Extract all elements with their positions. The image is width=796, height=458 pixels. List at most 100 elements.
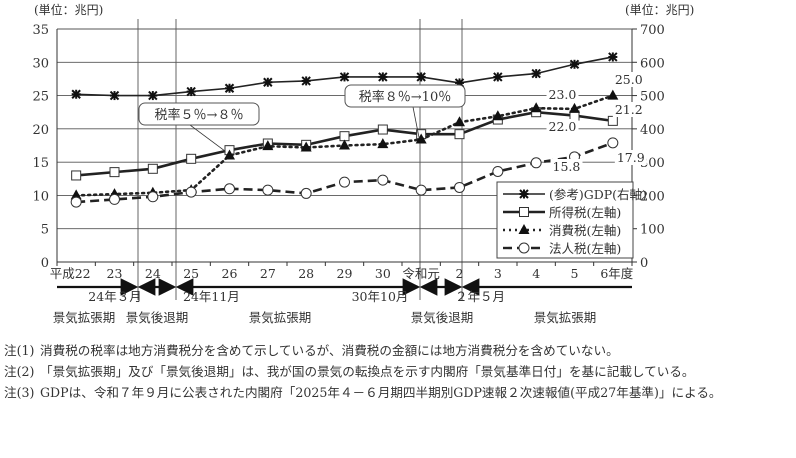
data-value-label: 21.2 xyxy=(615,102,643,117)
note-3: 注(3) GDPは、令和７年９月に公表された内閣府「2025年４－６月期四半期別G… xyxy=(4,382,794,403)
x-tick-label: 29 xyxy=(337,266,353,281)
triangle-marker-icon xyxy=(415,133,427,144)
asterisk-marker-icon xyxy=(493,72,503,82)
x-tick-label: 27 xyxy=(260,266,276,281)
phase-label: 景気後退期 xyxy=(126,310,189,325)
right-tick-label: 100 xyxy=(640,223,665,238)
circle-marker-icon xyxy=(415,184,427,196)
circle-marker-icon xyxy=(377,174,389,186)
asterisk-marker-icon xyxy=(378,72,388,82)
right-tick-label: 0 xyxy=(640,256,648,271)
triangle-marker-icon xyxy=(70,189,82,200)
left-tick-label: 10 xyxy=(32,189,49,204)
asterisk-marker-icon xyxy=(263,77,273,87)
footnotes: 注(1) 消費税の税率は地方消費税分を含めて示しているが、消費税の金額には地方消費… xyxy=(4,340,794,403)
square-marker-icon xyxy=(607,115,618,126)
triangle-marker-icon xyxy=(224,149,235,160)
x-tick-label: 平成22 xyxy=(50,266,91,281)
circle-marker-icon xyxy=(262,184,274,196)
left-tick-label: 5 xyxy=(41,223,49,238)
triangle-marker-icon xyxy=(339,139,350,150)
x-tick-label: 23 xyxy=(107,266,123,281)
circle-marker-icon xyxy=(147,191,159,203)
phase-label: 景気後退期 xyxy=(411,310,474,325)
phase-label: 景気拡張期 xyxy=(249,310,312,325)
asterisk-marker-icon xyxy=(531,68,541,79)
note-tag: 注(2) xyxy=(4,364,35,379)
data-value-label: 23.0 xyxy=(549,87,577,102)
right-tick-label: 600 xyxy=(640,56,665,71)
x-tick-label: 5 xyxy=(571,266,579,281)
triangle-marker-icon xyxy=(262,140,274,151)
square-marker-icon xyxy=(454,129,465,140)
x-tick-label: 24 xyxy=(145,266,161,281)
asterisk-marker-icon xyxy=(608,52,618,62)
right-tick-label: 500 xyxy=(640,90,665,105)
left-tick-label: 0 xyxy=(41,256,49,271)
asterisk-marker-icon xyxy=(109,90,120,101)
triangle-marker-icon xyxy=(569,102,580,113)
asterisk-marker-icon xyxy=(148,90,158,101)
triangle-marker-icon xyxy=(518,224,530,234)
axes: 051015202530350100200300400500600700平成22… xyxy=(32,23,664,281)
x-tick-label: 30 xyxy=(375,266,391,281)
left-tick-label: 25 xyxy=(32,90,49,105)
right-tick-label: 200 xyxy=(640,189,665,204)
legend-entry: 消費税(左軸) xyxy=(549,223,621,238)
circle-marker-icon xyxy=(518,242,530,254)
triangle-marker-icon xyxy=(454,116,465,127)
annotation-text: 税率８％→10％ xyxy=(359,89,451,105)
period-boundary-label: 24年３月 xyxy=(88,289,141,304)
tax-revenue-chart: 051015202530350100200300400500600700平成22… xyxy=(32,2,694,325)
note-tag: 注(3) xyxy=(4,385,35,400)
square-marker-icon xyxy=(377,124,388,135)
phase-label: 景気拡張期 xyxy=(534,310,597,325)
note-1: 注(1) 消費税の税率は地方消費税分を含めて示しているが、消費税の金額には地方消費… xyxy=(4,340,794,361)
annotation-box xyxy=(344,84,466,108)
right-tick-label: 400 xyxy=(640,123,665,138)
circle-marker-icon xyxy=(607,137,619,149)
triangle-marker-icon xyxy=(492,110,504,121)
data-value-label: 25.0 xyxy=(615,72,643,87)
circle-marker-icon xyxy=(492,165,504,177)
data-labels: 23.0 25.0 22.0 21.2 15.8 17.9 xyxy=(546,72,647,174)
square-marker-icon xyxy=(147,163,158,174)
square-marker-icon xyxy=(339,131,350,142)
phase-label: 景気拡張期 xyxy=(53,310,116,325)
note-text: 消費税の税率は地方消費税分を含めて示しているが、消費税の金額には地方消費税分を含… xyxy=(40,343,619,358)
legend-entry: (参考)GDP(右軸) xyxy=(549,187,647,202)
asterisk-marker-icon xyxy=(339,72,350,82)
square-marker-icon xyxy=(519,207,529,217)
circle-marker-icon xyxy=(530,157,542,169)
asterisk-marker-icon xyxy=(301,76,311,86)
asterisk-marker-icon xyxy=(71,89,81,99)
legend: (参考)GDP(右軸) 所得税(左軸) 消費税(左軸) 法人税(左軸) xyxy=(496,181,647,259)
data-value-label: 17.9 xyxy=(617,150,645,165)
left-tick-label: 35 xyxy=(32,23,49,38)
note-2: 注(2) 「景気拡張期」及び「景気後退期」は、我が国の景気の転換点を示す内閣府「景… xyxy=(4,361,794,382)
data-value-label: 15.8 xyxy=(553,159,581,174)
triangle-marker-icon xyxy=(300,141,312,152)
left-tick-label: 30 xyxy=(32,56,49,71)
series-lines xyxy=(70,52,619,208)
asterisk-marker-icon xyxy=(519,189,529,199)
triangle-marker-icon xyxy=(607,89,619,100)
x-tick-label: 2 xyxy=(456,266,464,281)
asterisk-marker-icon xyxy=(569,59,580,69)
triangle-marker-icon xyxy=(377,138,389,149)
square-marker-icon xyxy=(71,170,82,181)
x-tick-label: 25 xyxy=(183,266,199,281)
square-marker-icon xyxy=(186,153,197,164)
asterisk-marker-icon xyxy=(186,86,196,97)
left-tick-label: 15 xyxy=(32,156,49,171)
period-boundary-label: 30年10月 xyxy=(352,289,409,304)
note-text: GDPは、令和７年９月に公表された内閣府「2025年４－６月期四半期別GDP速報… xyxy=(40,385,722,400)
period-boundary-label: ２年５月 xyxy=(455,289,505,304)
annotations: 税率５％→８％ 税率８％→10％ xyxy=(138,84,466,152)
x-tick-label: 26 xyxy=(222,266,238,281)
right-unit-label: (単位：兆円) xyxy=(625,2,694,17)
data-value-label: 22.0 xyxy=(549,119,577,134)
annotation-box xyxy=(138,102,260,126)
left-tick-label: 20 xyxy=(32,123,49,138)
asterisk-marker-icon xyxy=(416,72,426,82)
